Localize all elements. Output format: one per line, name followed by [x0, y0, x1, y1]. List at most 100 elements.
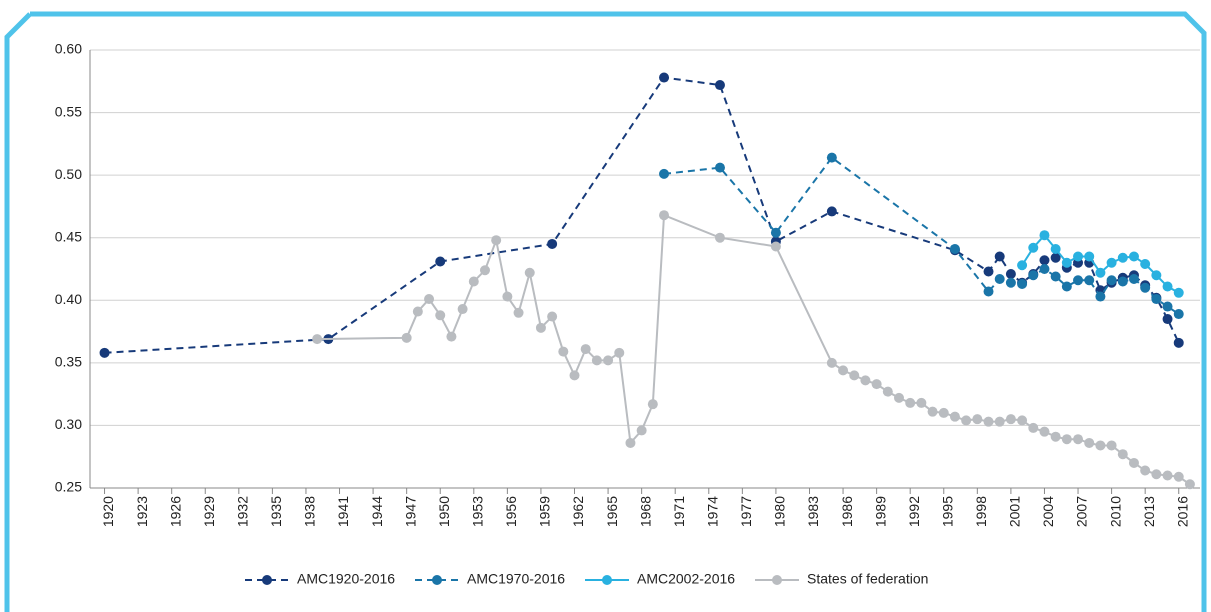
x-tick-label: 1974: [704, 496, 720, 527]
x-tick-label: 1986: [839, 496, 855, 527]
data-point: [1162, 281, 1173, 292]
data-point: [983, 286, 994, 297]
data-point: [1140, 465, 1151, 476]
x-tick-label: 1953: [470, 496, 486, 527]
data-point: [961, 415, 972, 426]
data-point: [1039, 426, 1050, 437]
frame: [4, 11, 1207, 612]
data-point: [1128, 274, 1139, 285]
data-point: [1117, 449, 1128, 460]
data-point: [591, 355, 602, 366]
data-point: [1117, 276, 1128, 287]
data-point: [446, 331, 457, 342]
data-point: [659, 168, 670, 179]
data-point: [580, 344, 591, 355]
legend-label: AMC1970-2016: [467, 571, 565, 587]
data-point: [401, 332, 412, 343]
data-point: [1162, 314, 1173, 325]
data-point: [1140, 258, 1151, 269]
data-point: [524, 267, 535, 278]
data-point: [412, 306, 423, 317]
data-point: [1005, 414, 1016, 425]
x-tick-label: 1977: [738, 496, 754, 527]
y-tick-label: 0.55: [55, 103, 82, 119]
data-point: [569, 370, 580, 381]
data-point: [1095, 440, 1106, 451]
y-tick-label: 0.60: [55, 41, 82, 57]
x-tick-label: 1926: [167, 496, 183, 527]
data-point: [849, 370, 860, 381]
data-point: [479, 265, 490, 276]
data-point: [860, 375, 871, 386]
x-tick-label: 1950: [436, 496, 452, 527]
x-tick-label: 1962: [570, 496, 586, 527]
x-tick-label: 1968: [637, 496, 653, 527]
legend-label: States of federation: [807, 571, 928, 587]
data-point: [1162, 301, 1173, 312]
data-point: [312, 334, 323, 345]
data-point: [1128, 251, 1139, 262]
data-point: [714, 232, 725, 243]
data-point: [1140, 282, 1151, 293]
data-point: [949, 243, 960, 254]
legend: AMC1920-2016 AMC1970-2016 AMC2002-2016 Stat…: [245, 571, 928, 587]
x-tick-label: 1995: [939, 496, 955, 527]
x-tick-label: 1935: [268, 496, 284, 527]
data-point: [1073, 434, 1084, 445]
data-point: [1173, 287, 1184, 298]
data-point: [826, 357, 837, 368]
data-point: [1073, 251, 1084, 262]
data-point: [468, 276, 479, 287]
x-tick-label: 2004: [1040, 496, 1056, 527]
data-point: [1005, 269, 1016, 280]
data-point: [1073, 275, 1084, 286]
data-point: [547, 238, 558, 249]
y-tick-label: 0.45: [55, 228, 82, 244]
x-tick-label: 1920: [100, 496, 116, 527]
data-point: [1061, 434, 1072, 445]
data-point: [1017, 415, 1028, 426]
data-point: [99, 347, 110, 358]
data-point: [1061, 281, 1072, 292]
y-tick-label: 0.25: [55, 479, 82, 495]
x-tick-label: 1989: [872, 496, 888, 527]
data-point: [1084, 437, 1095, 448]
x-tick-label: 1983: [805, 496, 821, 527]
data-point: [1173, 337, 1184, 348]
data-point: [927, 406, 938, 417]
data-point: [1028, 242, 1039, 253]
data-point: [1084, 251, 1095, 262]
y-tick-label: 0.40: [55, 291, 82, 307]
data-point: [1084, 275, 1095, 286]
data-point: [1106, 275, 1117, 286]
data-point: [1151, 270, 1162, 281]
data-point: [547, 311, 558, 322]
data-point: [972, 414, 983, 425]
data-point: [636, 425, 647, 436]
x-tick-label: 1956: [503, 496, 519, 527]
data-point: [1162, 470, 1173, 481]
data-point: [938, 407, 949, 418]
data-point: [1039, 230, 1050, 241]
x-tick-label: 1941: [335, 496, 351, 527]
data-point: [535, 322, 546, 333]
data-point: [983, 416, 994, 427]
x-tick-label: 1929: [201, 496, 217, 527]
data-point: [1128, 457, 1139, 468]
data-point: [826, 206, 837, 217]
data-point: [1028, 270, 1039, 281]
y-tick-label: 0.50: [55, 166, 82, 182]
data-point: [905, 397, 916, 408]
data-point: [1039, 264, 1050, 274]
x-tick-label: 2010: [1107, 496, 1123, 527]
data-point: [838, 365, 849, 376]
x-tick-label: 1980: [772, 496, 788, 527]
x-tick-label: 1965: [604, 496, 620, 527]
data-point: [983, 266, 994, 277]
legend-marker: [432, 575, 442, 585]
data-point: [1017, 279, 1028, 290]
x-tick-label: 1998: [973, 496, 989, 527]
data-point: [603, 355, 614, 366]
data-point: [1017, 260, 1028, 271]
data-point: [513, 307, 524, 318]
